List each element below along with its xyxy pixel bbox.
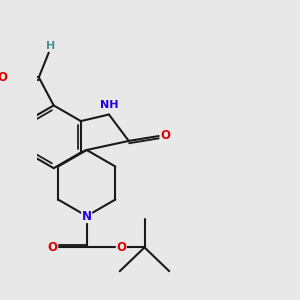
- Text: N: N: [82, 209, 92, 223]
- Text: NH: NH: [100, 100, 118, 110]
- Text: H: H: [46, 41, 55, 51]
- Text: O: O: [47, 241, 57, 254]
- Text: O: O: [116, 241, 126, 254]
- Text: O: O: [160, 130, 170, 142]
- Text: O: O: [0, 71, 8, 84]
